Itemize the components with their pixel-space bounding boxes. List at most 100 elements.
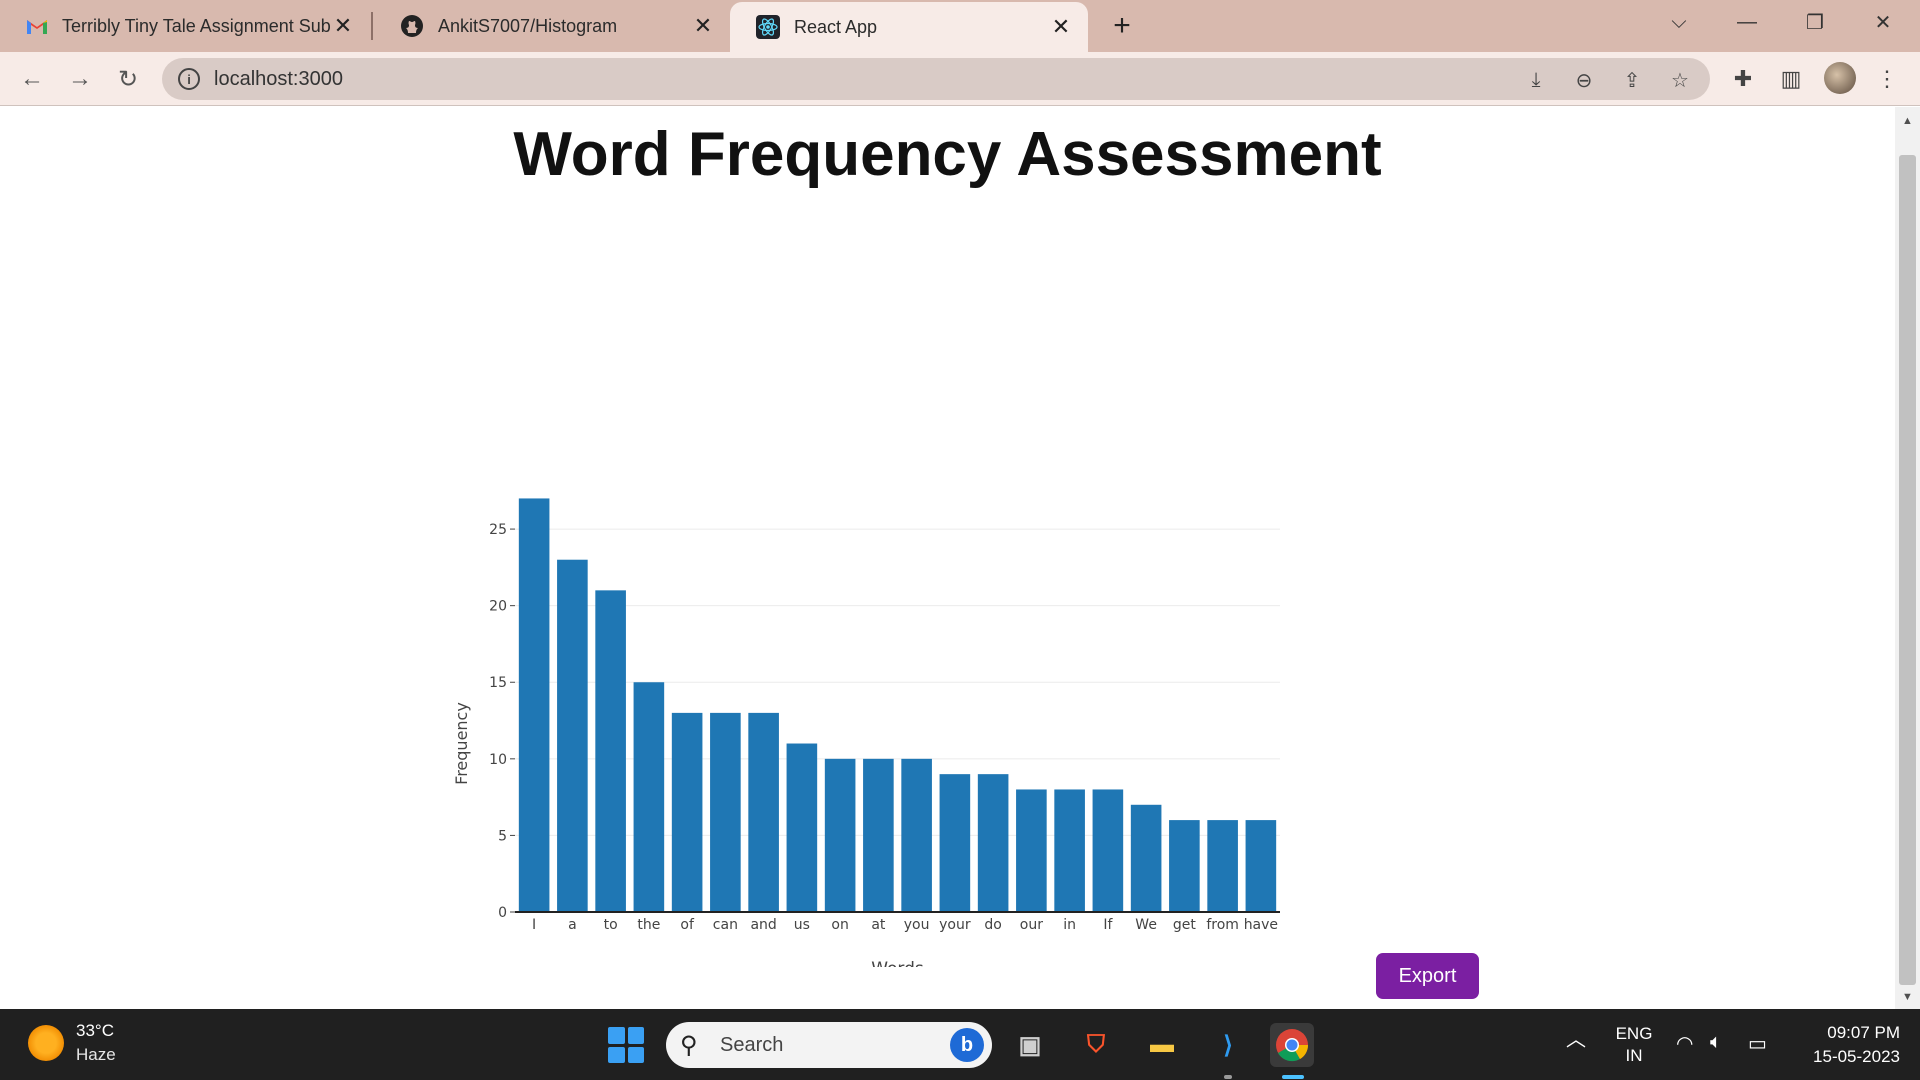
weather-condition[interactable]: Haze [76,1045,116,1064]
task-view-icon[interactable]: ▣ [1018,1031,1042,1059]
bar [1054,789,1085,912]
x-tick-label: can [713,917,738,933]
tab-github[interactable]: AnkitS7007/Histogram ✕ [374,0,730,52]
bar [939,774,971,912]
share-icon[interactable]: ⇪ [1623,69,1641,92]
x-tick-label: If [1103,917,1113,933]
bar [1169,820,1200,912]
clock-time: 09:07 PM [1827,1023,1900,1042]
volume-icon[interactable]: 🔈︎ [1710,1031,1722,1053]
scroll-up-arrow-icon[interactable]: ▲ [1902,115,1913,127]
tab-title: React App [794,16,878,37]
x-tick-label: do [984,917,1001,933]
x-tick-label: us [794,917,810,933]
back-arrow-icon[interactable]: ← [20,65,44,92]
restore-button[interactable]: ❐ [1806,11,1824,34]
forward-arrow-icon[interactable]: → [68,65,92,92]
close-window-button[interactable]: ✕ [1874,11,1892,34]
close-icon[interactable]: ✕ [1051,14,1071,39]
tab-search-chevron-icon[interactable]: ⌵ [1671,10,1687,33]
bar [977,774,1009,912]
bar [863,758,894,912]
tab-title: Terribly Tiny Tale Assignment Sub [62,15,330,36]
bar [1245,820,1277,912]
x-tick-label: have [1244,917,1278,933]
close-icon[interactable]: ✕ [333,13,353,38]
y-tick-label: 10 [489,752,507,768]
profile-avatar[interactable] [1824,62,1856,94]
y-axis-title: Frequency [452,702,471,785]
show-hidden-icons-chevron-icon[interactable]: ︿ [1566,1029,1586,1051]
y-tick-label: 25 [489,522,507,538]
github-icon [401,15,423,37]
scroll-down-arrow-icon[interactable]: ▼ [1902,991,1913,1003]
tab-react-app[interactable]: React App ✕ [730,2,1088,52]
bar [901,758,932,912]
bar [748,712,779,912]
bar [595,590,626,912]
wifi-icon[interactable]: ◠ [1676,1033,1694,1055]
install-app-icon[interactable]: ⤓ [1531,68,1541,91]
vscode-running-indicator [1224,1075,1232,1079]
y-tick-label: 0 [498,905,507,921]
bar [710,712,741,912]
x-tick-label: a [568,917,577,933]
export-button[interactable]: Export [1376,953,1479,999]
x-tick-label: at [871,917,886,933]
bar [633,682,665,912]
page-scrollbar[interactable]: ▲ ▼ [1895,107,1920,1009]
url-text[interactable]: localhost:3000 [214,68,343,90]
reload-icon[interactable]: ↻ [117,65,139,93]
react-icon [756,15,780,39]
system-clock[interactable]: 09:07 PM 15-05-2023 [1796,1021,1900,1069]
close-icon[interactable]: ✕ [693,13,713,38]
address-bar[interactable]: i localhost:3000 ⤓ ⊖ ⇪ ☆ [162,58,1710,100]
x-tick-label: our [1020,917,1043,933]
minimize-button[interactable]: — [1737,10,1757,33]
site-info-icon[interactable]: i [178,68,200,90]
new-tab-button[interactable]: + [1113,9,1131,42]
x-tick-label: you [904,917,930,933]
side-panel-icon[interactable]: ▥ [1780,66,1802,91]
vscode-icon[interactable]: ⟩ [1223,1031,1233,1059]
bar [1016,789,1047,912]
brave-browser-icon[interactable]: ⛉ [1087,1031,1105,1058]
scrollbar-thumb[interactable] [1899,155,1916,985]
battery-icon[interactable]: ▭ [1748,1033,1767,1055]
bar [518,498,550,912]
search-icon: ⚲ [680,1032,698,1059]
region-code: IN [1625,1046,1643,1065]
bar [671,712,703,912]
tab-title: AnkitS7007/Histogram [438,15,618,36]
x-tick-label: I [532,917,536,933]
x-tick-label: your [939,917,971,933]
windows-start-icon[interactable] [608,1027,644,1063]
chrome-logo-icon [1276,1029,1309,1062]
tab-separator [371,12,373,40]
bar [1207,820,1238,912]
zoom-out-icon[interactable]: ⊖ [1575,69,1593,92]
taskbar-search-box[interactable]: ⚲ Search b [666,1022,992,1068]
tab-strip: Terribly Tiny Tale Assignment Sub ✕ Anki… [0,0,1920,52]
file-explorer-icon[interactable]: ▬ [1150,1031,1174,1058]
x-tick-label: We [1135,917,1157,933]
tab-gmail[interactable]: Terribly Tiny Tale Assignment Sub ✕ [0,0,370,52]
browser-toolbar: ← → ↻ i localhost:3000 ⤓ ⊖ ⇪ ☆ ✚ ▥ ⋮ [0,52,1920,106]
extensions-icon[interactable]: ✚ [1733,66,1753,91]
y-tick-label: 15 [489,675,507,691]
x-tick-label: get [1173,917,1197,933]
bookmark-star-icon[interactable]: ☆ [1671,69,1689,92]
page-title: Word Frequency Assessment [513,120,1382,189]
x-tick-label: of [680,917,695,933]
windows-taskbar: 33°C Haze ⚲ Search b ▣ ⛉ ▬ ⟩ ︿ ENG IN ◠ … [0,1009,1920,1080]
weather-sun-icon[interactable] [28,1025,64,1061]
bar [557,559,588,912]
bing-icon[interactable]: b [950,1028,984,1062]
x-tick-label: on [831,917,848,933]
language-indicator[interactable]: ENG IN [1614,1023,1654,1067]
weather-temperature[interactable]: 33°C [76,1021,114,1040]
menu-kebab-icon[interactable]: ⋮ [1876,66,1898,91]
chrome-active-indicator [1282,1075,1304,1079]
chrome-icon[interactable] [1270,1023,1314,1067]
bar [1130,804,1162,912]
